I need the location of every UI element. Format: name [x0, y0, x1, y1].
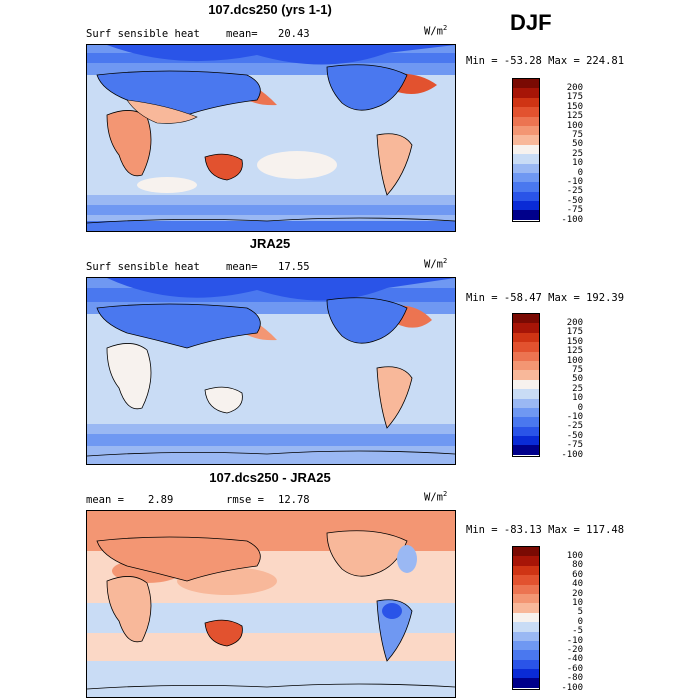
panel2-colorbar — [512, 313, 540, 457]
panel1-colorbar — [512, 78, 540, 222]
colorbar-tick: 25 — [572, 383, 583, 394]
colorbar-tick: -50 — [566, 195, 583, 206]
panel2-minmax: Min = -58.47 Max = 192.39 — [466, 292, 625, 304]
colorbar-tick: -10 — [566, 412, 583, 422]
colorbar-tick: 20 — [572, 588, 583, 599]
colorbar-tick: -60 — [566, 663, 583, 674]
colorbar-tick: 100 — [566, 355, 583, 366]
colorbar-tick: 200 — [566, 318, 583, 328]
colorbar-tick: 0 — [577, 167, 583, 178]
colorbar-tick: -50 — [566, 430, 583, 441]
panel3-rmse-value: 12.78 — [278, 494, 310, 506]
colorbar-tick: 125 — [566, 346, 583, 357]
colorbar-tick: 10 — [572, 393, 583, 404]
panel1-stat-label: mean= — [226, 28, 258, 40]
colorbar-tick: 0 — [577, 402, 583, 413]
colorbar-tick: 175 — [566, 327, 583, 338]
colorbar-tick: 200 — [566, 83, 583, 93]
panel2-units: W/m2 — [424, 257, 448, 271]
season-label: DJF — [510, 10, 552, 35]
panel3-rmse-label: rmse = — [226, 494, 264, 506]
colorbar-tick: -100 — [561, 214, 583, 225]
panel1-field-label: Surf sensible heat — [86, 28, 200, 40]
colorbar-tick: 10 — [572, 598, 583, 608]
panel1-minmax: Min = -53.28 Max = 224.81 — [466, 55, 625, 67]
colorbar-tick: 100 — [566, 120, 583, 131]
panel2-map — [86, 277, 456, 465]
colorbar-tick: 150 — [566, 336, 583, 347]
colorbar-tick: 150 — [566, 101, 583, 112]
panel3-title: 107.dcs250 - JRA25 — [209, 470, 331, 485]
panel1-stat-value: 20.43 — [278, 28, 310, 40]
panel3-minmax: Min = -83.13 Max = 117.48 — [466, 524, 625, 536]
colorbar-tick: 80 — [572, 560, 583, 571]
panel1-map — [86, 44, 456, 232]
colorbar-tick: -100 — [561, 449, 583, 460]
panel1-units: W/m2 — [424, 24, 448, 38]
panel3-mean-value: 2.89 — [148, 494, 174, 506]
panel3-map — [86, 510, 456, 698]
colorbar-tick: 5 — [577, 607, 583, 618]
colorbar-tick: -80 — [566, 673, 583, 684]
colorbar-tick: 25 — [572, 148, 583, 159]
colorbar-tick: 75 — [572, 365, 583, 375]
colorbar-tick: -5 — [572, 626, 583, 637]
colorbar-tick: 75 — [572, 130, 583, 140]
panel2-field-label: Surf sensible heat — [86, 261, 200, 273]
colorbar-tick: -75 — [566, 440, 583, 451]
colorbar-tick: -20 — [566, 645, 583, 655]
colorbar-tick: -100 — [561, 682, 583, 693]
colorbar-tick: 40 — [572, 579, 583, 590]
panel3-colorbar — [512, 546, 540, 690]
colorbar-tick: 60 — [572, 569, 583, 580]
colorbar-tick: 125 — [566, 111, 583, 122]
colorbar-tick: -25 — [566, 186, 583, 197]
panel2-map-graphic — [87, 278, 455, 464]
colorbar-tick: 0 — [577, 616, 583, 627]
panel3-mean-label: mean = — [86, 494, 124, 506]
colorbar-tick: -25 — [566, 421, 583, 432]
colorbar-tick: -10 — [566, 635, 583, 646]
panel3-units: W/m2 — [424, 490, 448, 504]
colorbar-tick: 10 — [572, 158, 583, 169]
colorbar-tick: -40 — [566, 654, 583, 665]
colorbar-tick: -10 — [566, 177, 583, 187]
colorbar-tick: 175 — [566, 92, 583, 103]
colorbar-tick: 50 — [572, 139, 583, 150]
panel2-stat-value: 17.55 — [278, 261, 310, 273]
panel2-title: JRA25 — [249, 236, 291, 251]
colorbar-tick: 50 — [572, 374, 583, 385]
panel1-title: 107.dcs250 (yrs 1-1) — [208, 2, 332, 17]
colorbar-tick: 100 — [566, 551, 583, 561]
panel2-stat-label: mean= — [226, 261, 258, 273]
panel1-map-graphic — [87, 45, 455, 231]
colorbar-tick: -75 — [566, 205, 583, 216]
panel3-map-graphic — [87, 511, 455, 697]
